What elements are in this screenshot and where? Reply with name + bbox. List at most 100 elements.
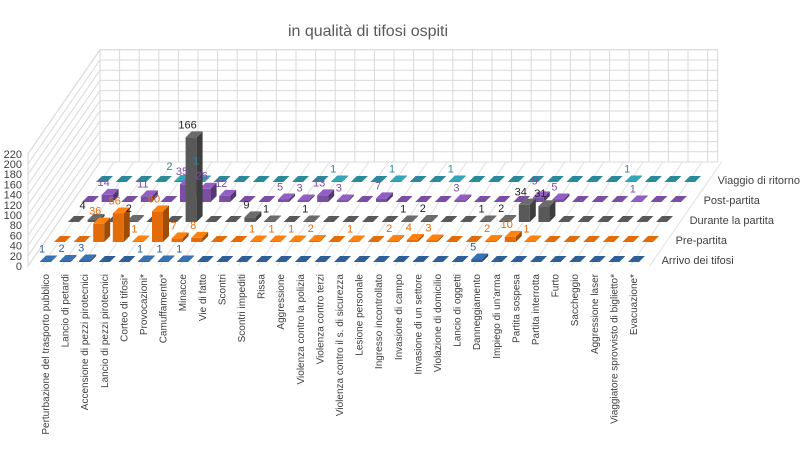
category-label: Viaggiatore sprovvisto di biglietto* — [609, 274, 620, 424]
bar-top-face — [670, 196, 687, 202]
data-label: 5 — [551, 181, 557, 193]
bar-side-face — [490, 215, 497, 222]
data-label: 11 — [137, 178, 148, 190]
bar-top-face — [426, 234, 444, 241]
bar-side-face — [280, 235, 287, 242]
bar-front-face — [479, 221, 491, 222]
bar-top-face — [376, 192, 393, 199]
bar-front-face — [524, 241, 536, 242]
bar-front-face — [289, 241, 301, 242]
bar-side-face — [202, 231, 209, 242]
bar-top-face — [264, 215, 281, 222]
bar — [432, 256, 449, 262]
bar-side-face — [151, 190, 158, 202]
category-label: Evacuazione* — [629, 274, 640, 335]
data-label: 1 — [131, 223, 137, 235]
y-tick-label: 20 — [10, 251, 22, 263]
bar — [524, 235, 542, 242]
bar-top-face — [115, 176, 133, 182]
bar — [504, 230, 522, 242]
category-label: Violenza contro il s. di sicurezza — [335, 274, 346, 417]
bar — [558, 216, 575, 222]
bar — [140, 190, 158, 202]
bar — [566, 176, 584, 182]
data-label: 3 — [425, 222, 431, 234]
bar-top-face — [121, 196, 139, 202]
bar — [98, 256, 116, 262]
bar — [191, 231, 209, 242]
bar — [205, 216, 223, 222]
data-label: 1 — [523, 223, 529, 235]
category-label: Lancio di pezzi pirotecnici — [100, 274, 111, 388]
bar-top-face — [348, 235, 365, 242]
bar-top-face — [334, 256, 351, 262]
bar — [303, 215, 321, 222]
bar-front-face — [499, 220, 511, 222]
bar — [236, 256, 253, 262]
data-label: 8 — [190, 220, 196, 232]
bar-side-face — [328, 189, 335, 202]
bar-side-face — [437, 234, 444, 242]
data-label: 56 — [109, 195, 121, 207]
bar-top-face — [160, 196, 178, 202]
chart-title: in qualità di tifosi ospiti — [288, 23, 448, 40]
data-label: 12 — [215, 178, 227, 190]
bar-top-face — [101, 188, 119, 195]
bar — [233, 176, 251, 182]
bar-top-face — [233, 176, 251, 182]
bar — [82, 196, 99, 202]
bar-top-face — [82, 196, 99, 202]
bar-front-face — [420, 220, 432, 222]
side-gridline — [27, 151, 101, 257]
bar-front-face — [471, 259, 483, 262]
series-label: Arrivo dei tifosi — [662, 255, 734, 267]
bar-front-face — [138, 261, 149, 262]
bar-side-face — [529, 198, 536, 222]
y-tick-label: 180 — [4, 169, 22, 181]
bar — [185, 131, 203, 222]
bar-front-face — [538, 206, 550, 222]
bar-front-face — [199, 188, 211, 202]
bar-side-face — [163, 205, 169, 242]
bar — [328, 236, 346, 242]
bar-front-face — [552, 199, 564, 202]
data-label: 3 — [453, 182, 459, 194]
bar-top-face — [73, 236, 91, 242]
bar-front-face — [250, 241, 261, 242]
bar-front-face — [278, 199, 289, 202]
bar-top-face — [588, 256, 606, 262]
bar — [485, 234, 503, 242]
bar-top-face — [171, 232, 189, 239]
bar-side-face — [230, 189, 237, 202]
bar-top-face — [465, 236, 483, 242]
bar-top-face — [278, 193, 295, 200]
bar-top-face — [154, 176, 172, 182]
data-label: 166 — [178, 119, 196, 131]
bar-top-face — [471, 253, 489, 260]
data-label: 26 — [195, 171, 207, 183]
bar — [54, 236, 71, 242]
bar-top-face — [493, 196, 511, 202]
category-label: Scontri impediti — [237, 274, 248, 342]
bar-top-face — [177, 255, 195, 262]
bar-top-face — [412, 256, 430, 262]
bar-top-face — [157, 255, 175, 262]
bar-front-face — [297, 200, 309, 202]
bar — [636, 216, 654, 222]
bar-side-face — [104, 217, 111, 242]
bar-top-face — [510, 256, 528, 262]
bar-top-face — [530, 256, 547, 262]
bar-top-face — [118, 256, 136, 262]
side-gridline — [27, 161, 101, 267]
bar-top-face — [460, 216, 477, 222]
bar-side-face — [196, 131, 203, 222]
bar-top-face — [611, 196, 629, 202]
bar-side-face — [261, 235, 267, 242]
bar — [611, 196, 629, 202]
bar — [577, 216, 595, 222]
bar — [160, 196, 178, 202]
bar-front-face — [244, 217, 256, 222]
bar — [597, 216, 615, 222]
bar — [59, 254, 77, 262]
